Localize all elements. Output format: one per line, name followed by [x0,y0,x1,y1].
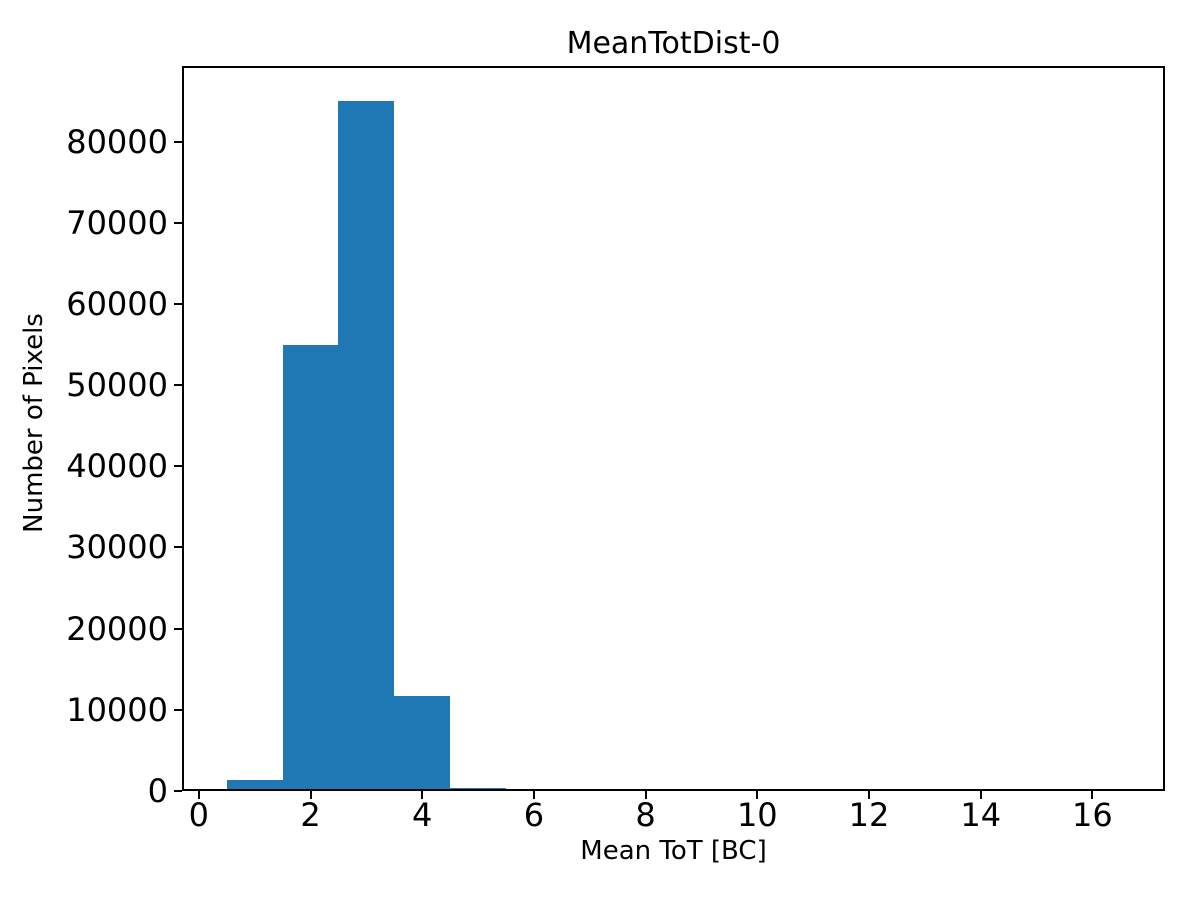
histogram-bar-4 [450,787,506,789]
x-tick-mark [421,791,424,799]
x-tick-label: 16 [1072,796,1113,834]
x-tick-mark [756,791,759,799]
x-tick-mark [644,791,647,799]
x-tick-mark [309,791,312,799]
y-tick-mark [174,302,182,305]
y-tick-label: 10000 [66,690,168,729]
y-tick-mark [174,708,182,711]
x-tick-label: 2 [300,796,321,834]
x-tick-label: 12 [848,796,890,834]
y-tick-label: 50000 [66,366,168,405]
y-tick-label: 70000 [66,203,168,242]
histogram-bar-0 [226,779,283,789]
x-tick-label: 6 [523,796,545,834]
y-tick-mark [174,221,182,224]
y-tick-mark [174,384,182,387]
chart-title: MeanTotDist-0 [566,26,781,61]
x-tick-label: 8 [635,796,656,834]
y-tick-label: 80000 [66,122,168,161]
y-tick-label: 30000 [66,528,168,567]
x-tick-label: 14 [960,796,1002,834]
y-axis-label: Number of Pixels [19,313,49,533]
histogram-bar-2 [338,100,395,789]
y-tick-label: 0 [147,772,168,810]
x-tick-mark [868,791,870,799]
y-tick-mark [174,790,182,792]
x-axis-label: Mean ToT [BC] [580,836,767,866]
x-tick-mark [1091,791,1094,799]
y-tick-label: 20000 [66,609,168,648]
y-tick-mark [174,627,182,630]
y-tick-mark [174,465,182,468]
y-tick-label: 60000 [66,284,168,323]
x-tick-label: 10 [736,796,778,834]
x-tick-label: 0 [188,796,209,834]
y-tick-mark [174,546,182,549]
x-tick-mark [532,791,535,799]
x-tick-label: 4 [412,796,433,834]
histogram-bar-1 [282,344,339,789]
histogram-bar-3 [394,696,451,789]
x-tick-mark [979,791,982,799]
x-tick-mark [197,791,200,799]
y-tick-label: 40000 [66,447,168,486]
y-tick-mark [174,140,182,143]
